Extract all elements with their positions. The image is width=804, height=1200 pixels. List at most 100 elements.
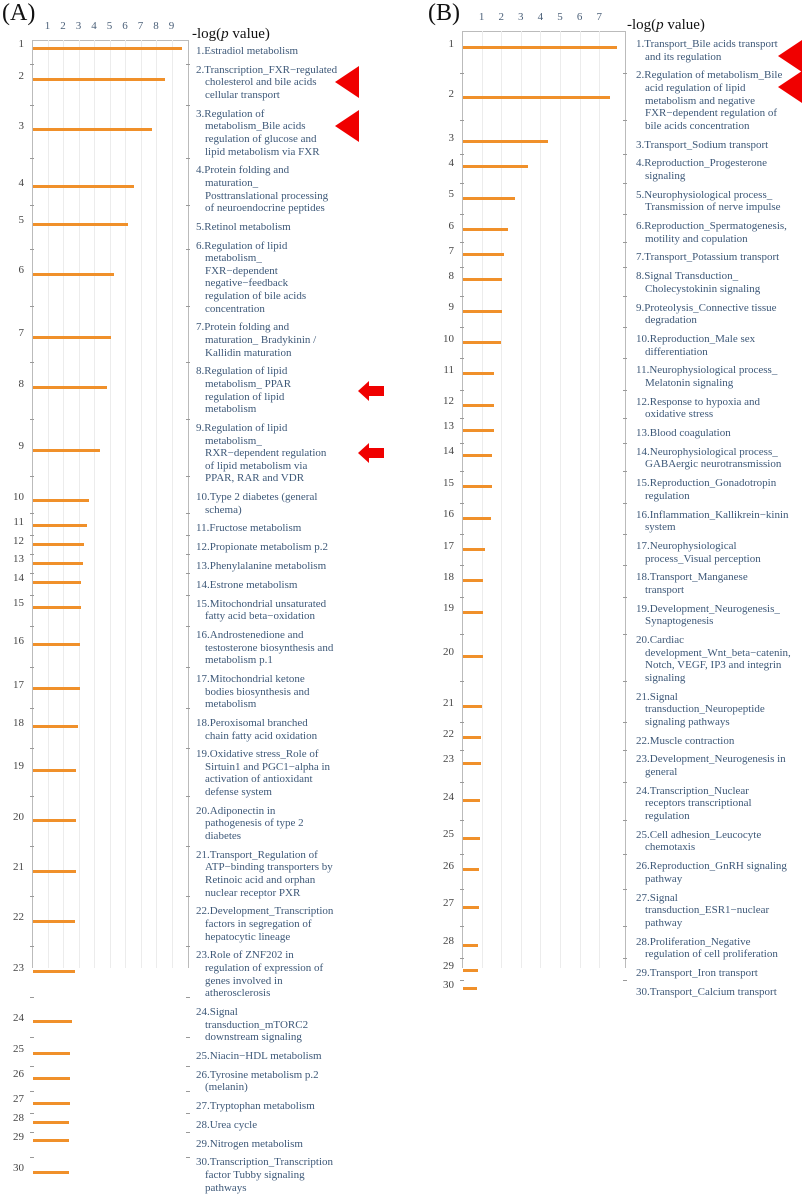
pathway-label: 25.Niacin−HDL metabolism bbox=[196, 1049, 322, 1062]
pathway-label: 8.Signal Transduction_ Cholecystokinin s… bbox=[636, 270, 761, 295]
y-tick bbox=[186, 845, 190, 847]
y-tick bbox=[30, 475, 34, 477]
pathway-label: 14.Estrone metabolism bbox=[196, 578, 298, 591]
bar bbox=[33, 1170, 69, 1174]
y-tick bbox=[460, 417, 464, 419]
row-number: 15 bbox=[13, 597, 24, 610]
row-number: 14 bbox=[443, 445, 454, 458]
pathway-label: 27.Signal transduction_ESR1−nuclear path… bbox=[636, 891, 770, 929]
panel-a-plot: 1 2 3 4 5 6 7 8 9 1 2 3 4 5 6 7 8 9 10 11 12 13 14 15 16 17 18 19 20… bbox=[13, 20, 190, 1174]
y-tick bbox=[460, 854, 464, 856]
y-tick bbox=[460, 326, 464, 328]
y-tick bbox=[186, 896, 190, 898]
pathway-label: 9.Regulation of lipid metabolism_ RXR−de… bbox=[196, 421, 327, 485]
y-tick bbox=[460, 926, 464, 928]
y-tick bbox=[30, 626, 34, 628]
y-tick bbox=[186, 513, 190, 515]
gridline bbox=[520, 31, 522, 968]
pathway-label: 16.Inflammation_Kallikrein−kinin system bbox=[636, 508, 789, 534]
y-tick bbox=[623, 750, 627, 752]
panel-a-x-axis-title: -log(p value) bbox=[192, 26, 270, 42]
y-tick bbox=[186, 1090, 190, 1092]
pathway-label: 24.Signal transduction_mTORC2 downstream… bbox=[196, 1005, 309, 1044]
y-tick bbox=[460, 681, 464, 683]
y-tick bbox=[460, 471, 464, 473]
y-tick bbox=[623, 326, 627, 328]
row-number: 16 bbox=[13, 634, 24, 647]
y-tick bbox=[460, 242, 464, 244]
row-number: 12 bbox=[13, 534, 24, 547]
y-tick bbox=[623, 502, 627, 504]
row-number: 1 bbox=[448, 37, 455, 50]
y-tick bbox=[623, 267, 627, 269]
pathway-label: 13.Blood coagulation bbox=[636, 427, 731, 440]
highlight-triangle-arrow-icon bbox=[335, 109, 359, 142]
y-tick bbox=[460, 213, 464, 215]
row-number: 21 bbox=[443, 696, 454, 709]
y-tick bbox=[186, 305, 190, 307]
bar bbox=[463, 610, 483, 614]
x-tick-label: 6 bbox=[122, 20, 128, 32]
pathway-label: 20.Cardiac development_Wnt_beta−catenin,… bbox=[636, 634, 791, 684]
y-tick bbox=[460, 888, 464, 890]
pathway-label: 22.Muscle contraction bbox=[636, 734, 735, 747]
pathway-label: 8.Regulation of lipid metabolism_ PPAR r… bbox=[196, 365, 292, 416]
bar bbox=[33, 185, 134, 188]
gridline bbox=[47, 40, 49, 968]
y-tick bbox=[186, 1112, 190, 1114]
y-tick bbox=[623, 681, 627, 683]
y-tick bbox=[186, 748, 190, 750]
row-number: 12 bbox=[443, 395, 454, 408]
gridline bbox=[599, 31, 601, 968]
y-tick bbox=[460, 389, 464, 391]
y-tick bbox=[623, 417, 627, 419]
bar bbox=[33, 1051, 71, 1055]
row-number: 28 bbox=[443, 935, 454, 948]
pathway-label: 24.Transcription_Nuclear receptors trans… bbox=[636, 784, 752, 822]
y-tick bbox=[30, 946, 34, 948]
row-number: 29 bbox=[13, 1130, 24, 1143]
y-tick bbox=[30, 1112, 34, 1114]
bar bbox=[463, 403, 495, 407]
bar bbox=[463, 309, 503, 313]
highlight-triangle-arrow-icon bbox=[335, 65, 359, 98]
y-tick bbox=[186, 475, 190, 477]
gridline bbox=[125, 40, 126, 968]
bar bbox=[463, 228, 509, 232]
row-number: 5 bbox=[448, 188, 455, 201]
panel-a-pathway-labels: 1.Estradiol metabolism 2.Transcription_FX… bbox=[196, 45, 337, 1200]
row-number: 2 bbox=[448, 87, 455, 100]
gridline bbox=[63, 40, 64, 968]
pathway-label: 22.Development_Transcription factors in … bbox=[196, 905, 334, 943]
x-tick-label: 2 bbox=[498, 11, 504, 23]
row-number: 24 bbox=[13, 1011, 24, 1024]
gridline bbox=[156, 40, 157, 968]
row-number: 20 bbox=[13, 810, 24, 823]
row-number: 7 bbox=[448, 244, 455, 257]
pathway-label: 26.Reproduction_GnRH signaling pathway bbox=[636, 860, 787, 885]
y-tick bbox=[623, 295, 627, 297]
y-tick bbox=[460, 154, 464, 156]
highlight-block-arrow-icon bbox=[358, 443, 384, 464]
x-tick-label: 7 bbox=[596, 11, 602, 23]
bar bbox=[33, 272, 114, 276]
pathway-label: 3.Regulation of metabolism_Bile acids re… bbox=[196, 107, 320, 158]
row-number: 16 bbox=[443, 508, 454, 521]
y-tick bbox=[30, 63, 34, 65]
y-tick bbox=[30, 1065, 34, 1067]
bar bbox=[33, 1076, 71, 1080]
gridline bbox=[560, 31, 561, 968]
bar bbox=[33, 869, 77, 873]
pathway-label: 12.Response to hypoxia and oxidative str… bbox=[636, 395, 761, 421]
row-number: 10 bbox=[443, 332, 454, 345]
pathway-label: 2.Regulation of metabolism_Bile acid reg… bbox=[636, 69, 783, 132]
row-number: 13 bbox=[443, 420, 454, 433]
right-border-line bbox=[625, 31, 626, 968]
pathway-label: 29.Transport_Iron transport bbox=[636, 966, 758, 979]
y-tick bbox=[186, 1156, 190, 1158]
bar bbox=[463, 905, 479, 909]
bar bbox=[463, 836, 480, 840]
bar bbox=[463, 485, 493, 489]
y-tick bbox=[623, 926, 627, 928]
row-number: 4 bbox=[448, 156, 455, 169]
